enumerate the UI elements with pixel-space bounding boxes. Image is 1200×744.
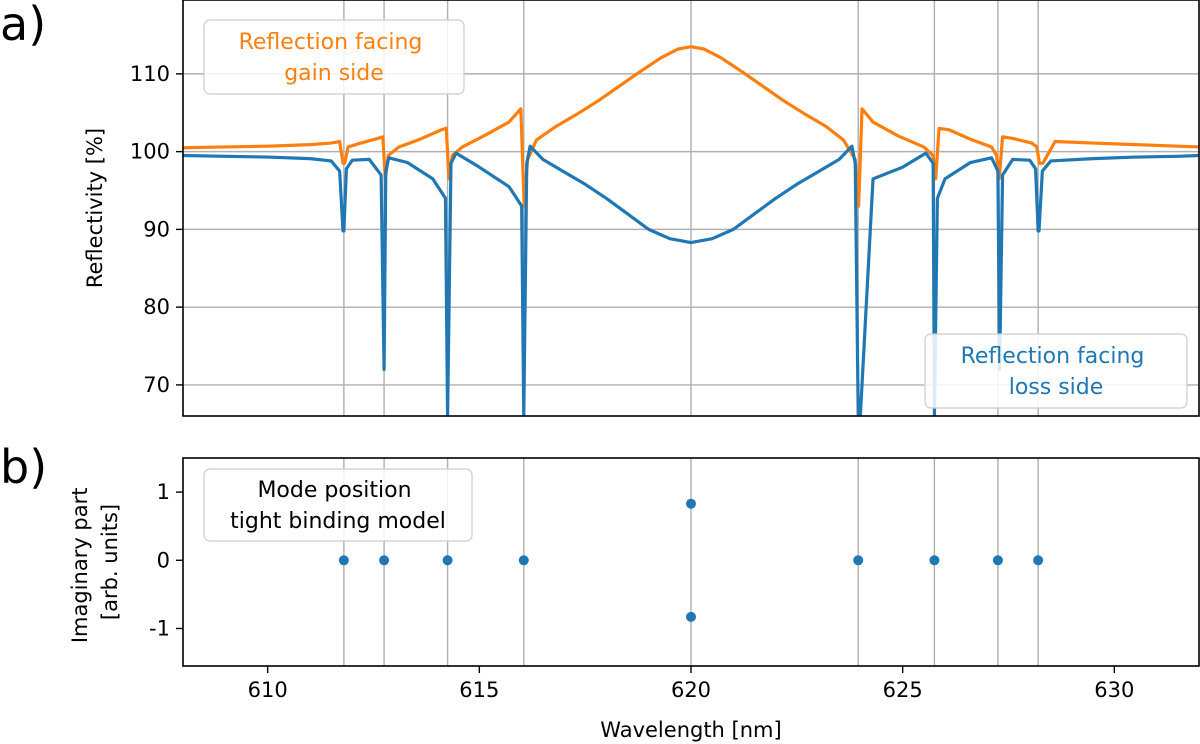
panel-a-chart: 70 80 90 100 110 Reflectivity [%] Reflection…	[83, 0, 1199, 416]
mode-point	[339, 555, 349, 565]
panel-a-ylabel: Reflectivity [%]	[83, 128, 107, 288]
legend-loss: Reflection facing loss side	[925, 334, 1187, 408]
panel-a-ytick-label: 100	[130, 140, 170, 164]
legend-mode: Mode position tight binding model	[204, 469, 472, 541]
mode-point	[519, 555, 529, 565]
panel-b-ylabel-line2: [arb. units]	[98, 504, 122, 620]
legend-mode-line2: tight binding model	[230, 509, 446, 534]
panel-b-xtick-label: 630	[1094, 678, 1134, 702]
legend-loss-line2: loss side	[1009, 375, 1104, 400]
panel-a-y-ticks: 70 80 90 100 110	[130, 62, 183, 397]
mode-point	[686, 612, 696, 622]
figure: a) b) 70 80 90 100 110 Reflectivity [%] Refl…	[0, 0, 1200, 744]
mode-point	[686, 499, 696, 509]
mode-point	[379, 555, 389, 565]
mode-point	[443, 555, 453, 565]
panel-b-ylabel: Imaginary part [arb. units]	[68, 481, 122, 643]
panel-b-chart: -1 0 1 610 615 620 625 630 Imaginary part [arb.…	[68, 458, 1199, 742]
panel-a-label: a)	[0, 0, 46, 51]
panel-a-ytick-label: 80	[143, 295, 170, 319]
mode-point	[993, 555, 1003, 565]
panel-b-xtick-label: 615	[459, 678, 499, 702]
mode-point	[853, 555, 863, 565]
panel-b-ytick-label: 0	[157, 548, 170, 572]
panel-b-ytick-label: 1	[157, 480, 170, 504]
legend-gain-line1: Reflection facing	[239, 30, 423, 55]
legend-mode-line1: Mode position	[257, 478, 411, 503]
panel-a-ytick-label: 90	[143, 217, 170, 241]
legend-gain: Reflection facing gain side	[204, 20, 464, 94]
mode-point	[1033, 555, 1043, 565]
panel-b-xtick-label: 620	[671, 678, 711, 702]
panel-a-ytick-label: 70	[143, 373, 170, 397]
panel-b-xtick-label: 625	[883, 678, 923, 702]
panel-a-ytick-label: 110	[130, 62, 170, 86]
legend-gain-line2: gain side	[284, 61, 384, 86]
panel-b-ytick-label: -1	[149, 616, 170, 640]
panel-b-xtick-label: 610	[248, 678, 288, 702]
panel-b-ylabel-line1: Imaginary part	[68, 488, 92, 644]
legend-loss-line1: Reflection facing	[961, 344, 1145, 369]
panel-b-label: b)	[0, 440, 47, 494]
mode-point	[929, 555, 939, 565]
panel-b-xlabel: Wavelength [nm]	[600, 718, 781, 742]
